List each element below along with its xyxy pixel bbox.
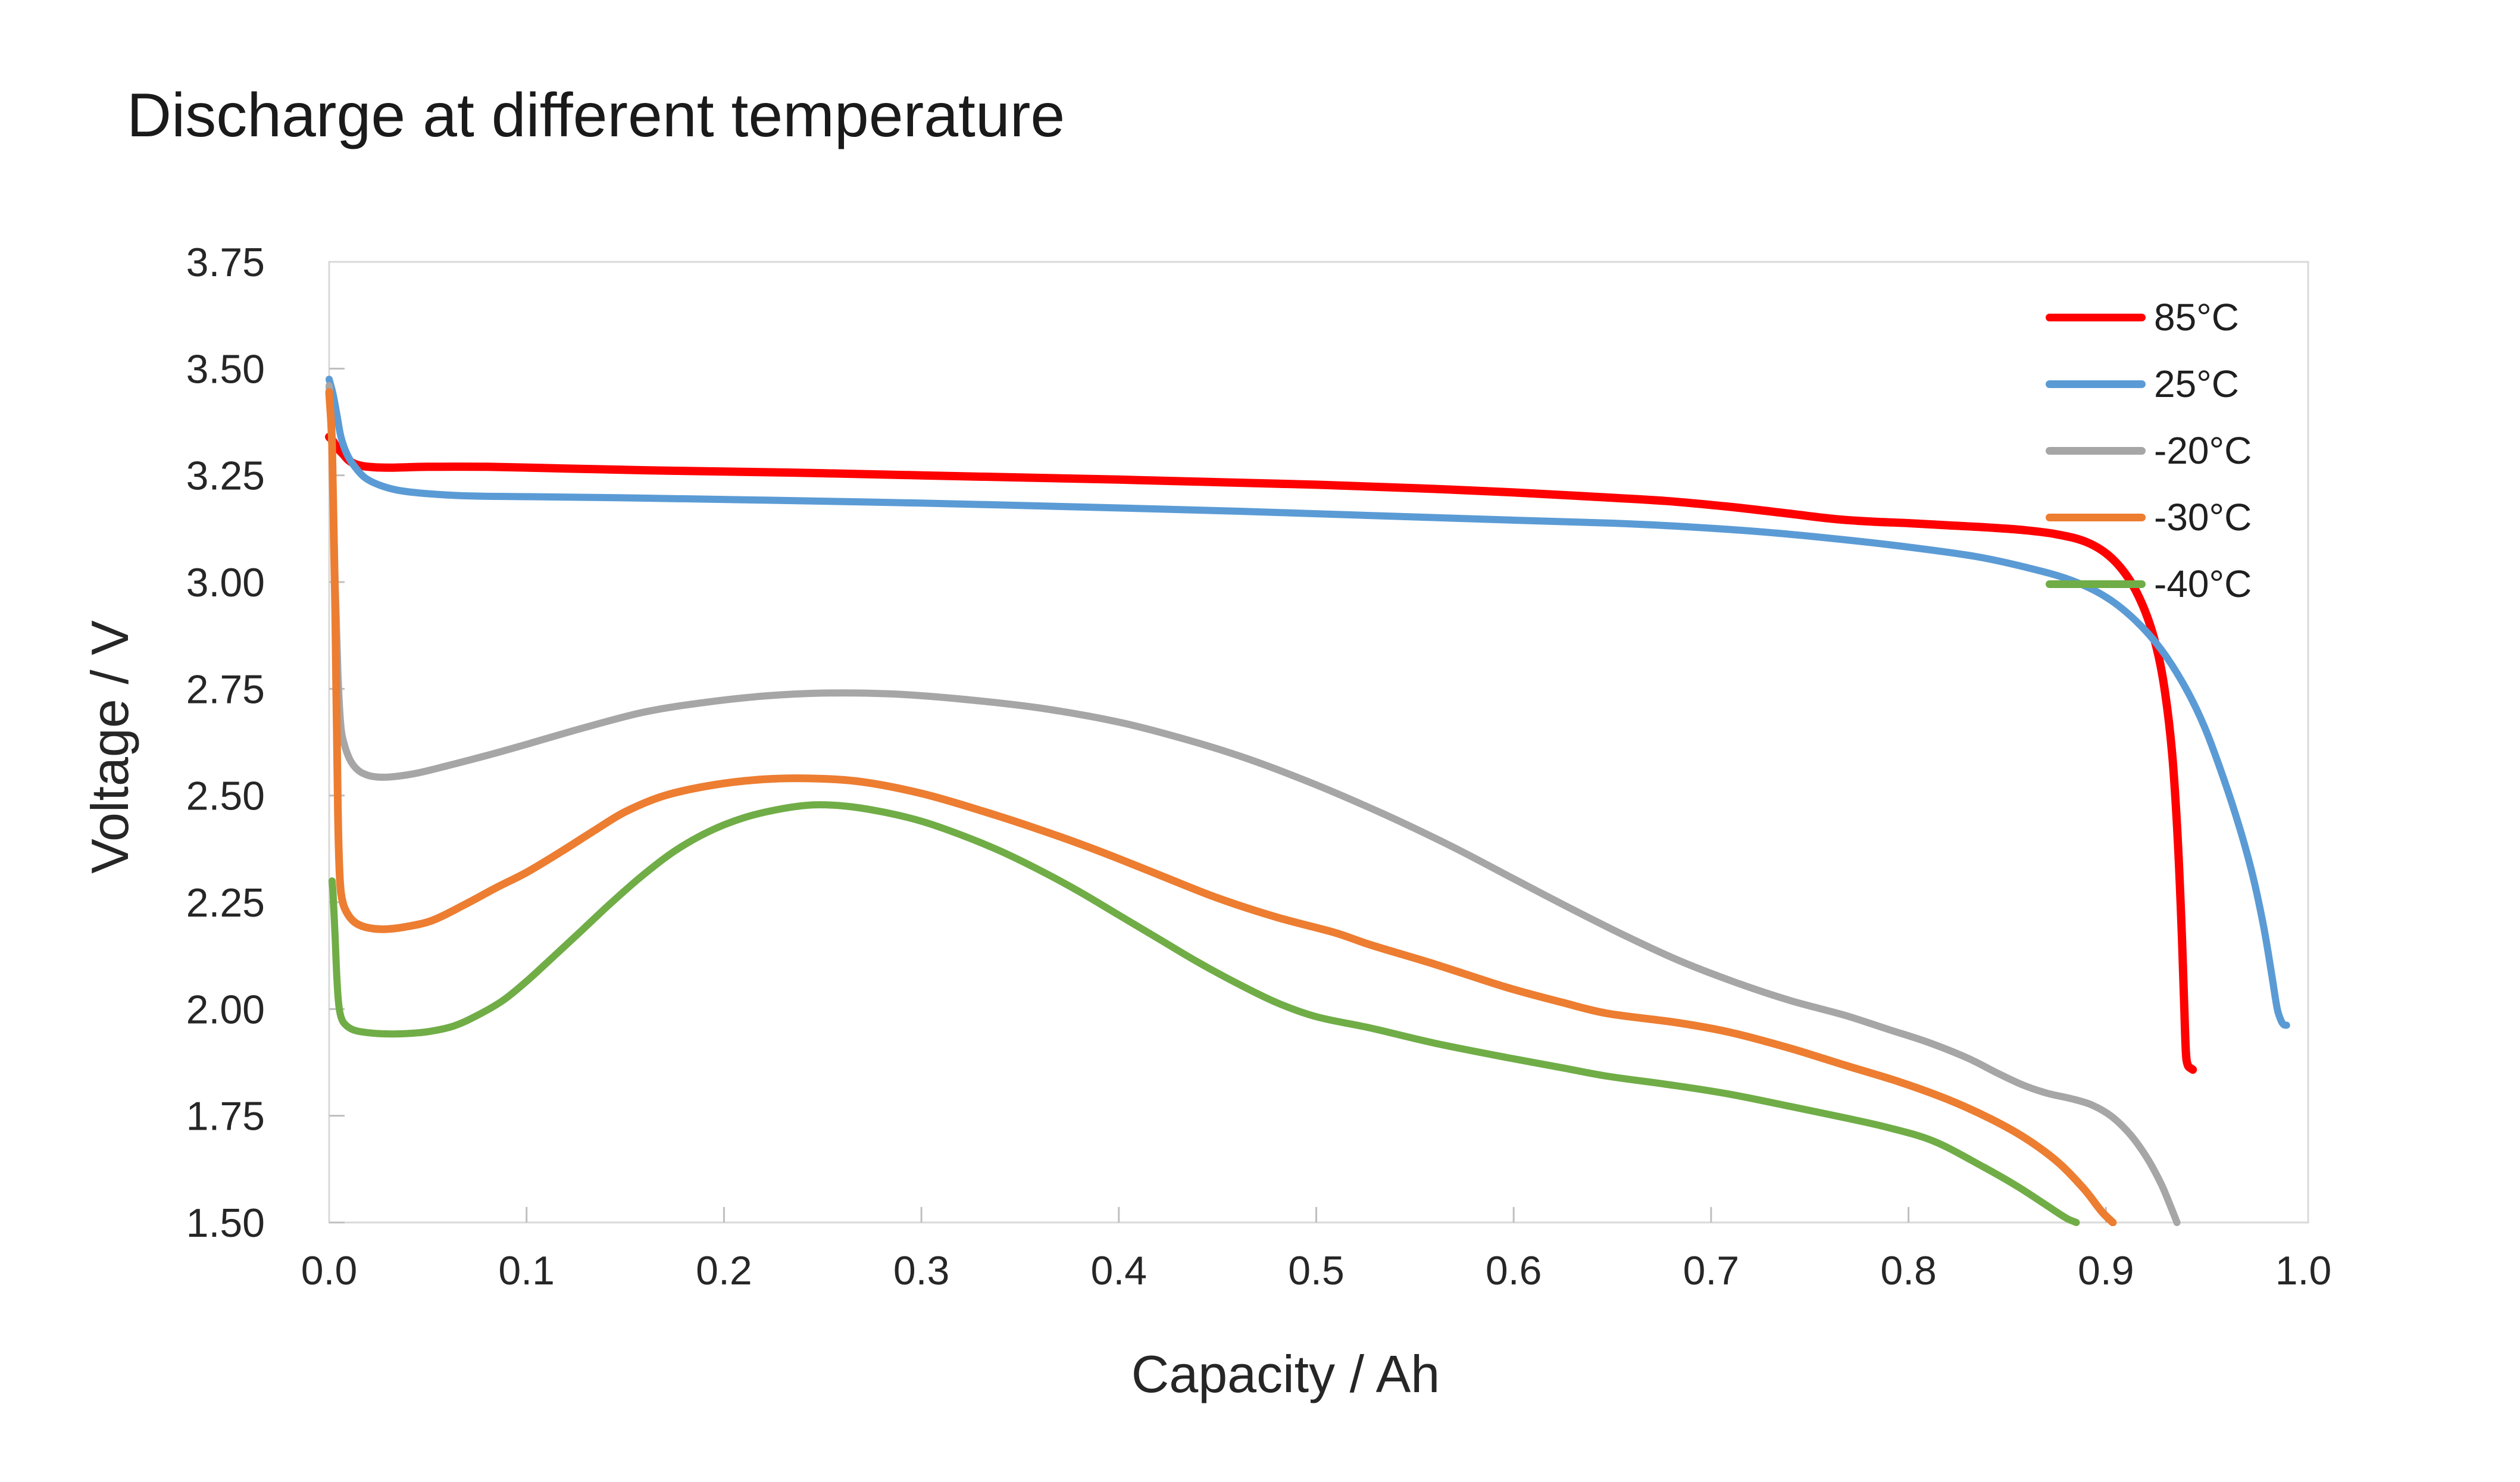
series-line-85cc [325, 433, 2197, 1074]
legend-label: 25°C [2154, 362, 2239, 405]
series-line-25cc [326, 376, 2290, 1029]
x-tick-label: 0.4 [1091, 1248, 1148, 1293]
y-tick-label: 2.75 [186, 667, 265, 712]
x-tick-label: 0.1 [498, 1248, 555, 1293]
chart-title: Discharge at different temperature [127, 81, 1065, 150]
legend-item: -30°C [2046, 484, 2252, 551]
x-tick-label: 0.9 [2078, 1248, 2134, 1293]
x-axis-title: Capacity / Ah [1131, 1345, 1440, 1403]
x-tick-label: 0.3 [893, 1248, 950, 1293]
series-line-20cc [326, 382, 2181, 1226]
x-tick-label: 0.7 [1683, 1248, 1740, 1293]
series-line-30cc [325, 388, 2117, 1226]
y-tick-label: 3.75 [186, 240, 265, 285]
legend: 85°C 25°C -20°C -30°C -40°C [2046, 284, 2252, 617]
legend-swatch-icon [2046, 513, 2146, 521]
x-tick-label: 0.8 [1880, 1248, 1937, 1293]
y-tick-label: 2.25 [186, 880, 265, 926]
y-axis-title: Voltage / V [80, 620, 139, 874]
legend-swatch-icon [2046, 313, 2146, 321]
legend-item: 25°C [2046, 351, 2252, 417]
legend-swatch-icon [2046, 446, 2146, 455]
y-tick-label: 3.25 [186, 454, 265, 499]
y-tick-label: 2.00 [186, 987, 265, 1032]
x-tick-label: 0.2 [696, 1248, 752, 1293]
legend-label: 85°C [2154, 296, 2239, 339]
legend-label: -20°C [2154, 429, 2252, 472]
series-group [325, 376, 2290, 1226]
x-tick-label: 0.5 [1288, 1248, 1345, 1293]
y-tick-label: 1.50 [186, 1200, 265, 1246]
y-tick-label: 1.75 [186, 1094, 265, 1139]
x-tick-label: 1.0 [2275, 1248, 2332, 1293]
series-line-40cc [329, 801, 2080, 1226]
legend-item: 85°C [2046, 284, 2252, 351]
legend-swatch-icon [2046, 380, 2146, 388]
x-tick-label: 0.6 [1486, 1248, 1542, 1293]
legend-item: -20°C [2046, 417, 2252, 484]
y-tick-label: 3.00 [186, 560, 265, 605]
legend-label: -40°C [2154, 562, 2252, 605]
x-tick-label: 0.0 [301, 1248, 358, 1293]
legend-label: -30°C [2154, 496, 2252, 539]
legend-swatch-icon [2046, 580, 2146, 588]
legend-item: -40°C [2046, 551, 2252, 617]
plot-border [328, 261, 2309, 1224]
y-tick-label: 2.50 [186, 774, 265, 819]
y-tick-label: 3.50 [186, 346, 265, 392]
